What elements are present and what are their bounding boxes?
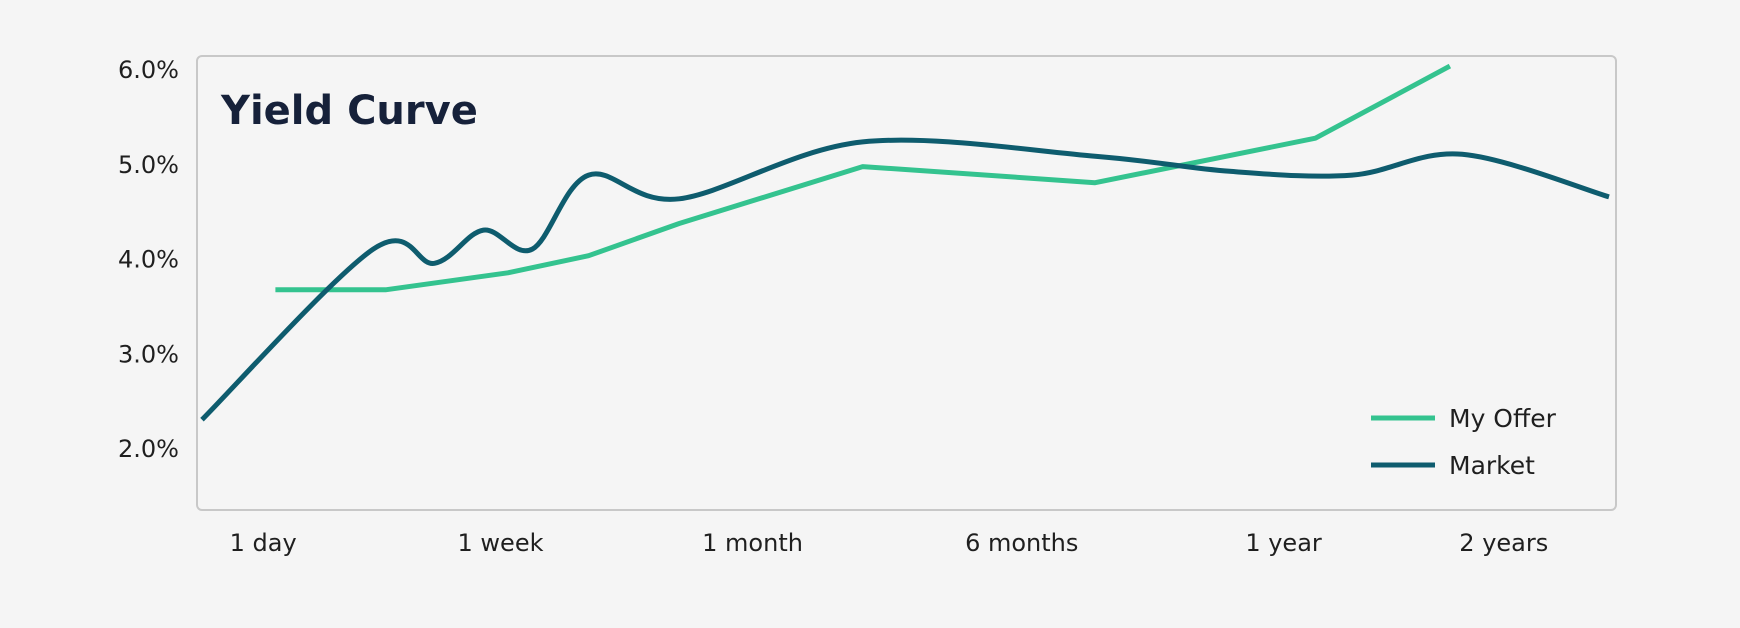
x-tick-label: 1 month <box>702 529 803 557</box>
y-tick-label: 4.0% <box>118 246 179 274</box>
plot-frame <box>196 55 1617 511</box>
y-axis: 6.0% 5.0% 4.0% 3.0% 2.0% <box>118 56 179 463</box>
y-tick-label: 2.0% <box>118 435 179 463</box>
y-tick-label: 6.0% <box>118 56 179 84</box>
series-line-market <box>200 137 1610 422</box>
series-lines <box>200 63 1610 422</box>
x-tick-label: 1 year <box>1245 529 1322 557</box>
x-tick-label: 2 years <box>1459 529 1548 557</box>
y-tick-label: 5.0% <box>118 151 179 179</box>
x-tick-label: 1 week <box>458 529 544 557</box>
series-line-my-offer <box>275 63 1452 293</box>
legend-label: Market <box>1449 451 1535 480</box>
legend: My Offer Market <box>1371 404 1557 480</box>
x-axis: 1 day 1 week 1 month 6 months 1 year 2 years <box>230 529 1549 557</box>
y-tick-label: 3.0% <box>118 340 179 368</box>
legend-label: My Offer <box>1449 404 1557 433</box>
chart-title: Yield Curve <box>220 88 478 134</box>
x-tick-label: 6 months <box>965 529 1078 557</box>
x-tick-label: 1 day <box>230 529 297 557</box>
